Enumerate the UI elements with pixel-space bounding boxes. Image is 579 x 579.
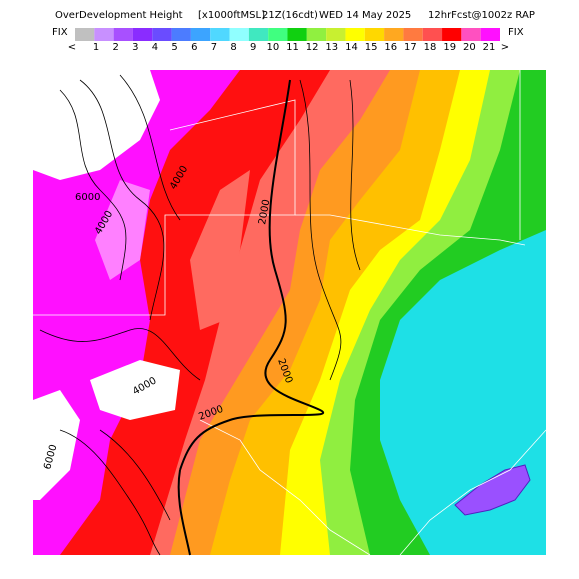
colorbar-swatch [75, 28, 95, 41]
colorbar-swatch [422, 28, 443, 41]
colorbar-label: 2 [112, 42, 118, 53]
colorbar-swatch [171, 28, 191, 41]
colorbar-swatch [364, 28, 385, 41]
colorbar-swatch [384, 28, 404, 41]
time: 21Z(16cdt) [262, 10, 318, 21]
colorbar-right: FIX [508, 27, 524, 38]
units: [x1000ftMSL] [198, 10, 265, 21]
colorbar-label: 12 [306, 42, 319, 53]
contour-label: 6000 [75, 192, 100, 203]
title: OverDevelopment Height [55, 10, 183, 21]
colorbar-label: 19 [443, 42, 456, 53]
colorbar-label: 1 [93, 42, 99, 53]
colorbar-swatch [113, 28, 133, 41]
colorbar-label: 17 [404, 42, 417, 53]
colorbar-swatch [461, 28, 481, 41]
colorbar-label: 20 [463, 42, 476, 53]
colorbar-label: 10 [266, 42, 279, 53]
colorbar-label: 14 [345, 42, 358, 53]
model: 12hrFcst@1002z RAP [428, 10, 535, 21]
colorbar-label: 18 [424, 42, 437, 53]
date: WED 14 May 2025 [319, 10, 411, 21]
colorbar-swatch [210, 28, 230, 41]
colorbar-swatch [94, 28, 114, 41]
colorbar-swatch [403, 28, 423, 41]
colorbar-swatch [480, 28, 500, 41]
colorbar-label: 7 [211, 42, 217, 53]
colorbar-swatch [268, 28, 288, 41]
colorbar-label: 4 [152, 42, 158, 53]
colorbar-label: 9 [250, 42, 256, 53]
colorbar: <1 2 3 4 5 6 7 8 9 10 11 12 13 14 15 16 17 18 19 20 21 > [68, 28, 509, 53]
colorbar-swatch [248, 28, 269, 41]
colorbar-swatch [287, 28, 307, 41]
colorbar-swatch [229, 28, 249, 41]
colorbar-label: 16 [384, 42, 397, 53]
colorbar-swatch [152, 28, 172, 41]
colorbar-label: 11 [286, 42, 299, 53]
colorbar-label: < [68, 42, 76, 53]
colorbar-swatch [345, 28, 365, 41]
colorbar-label: 3 [132, 42, 138, 53]
colorbar-swatch [190, 28, 211, 41]
map [33, 70, 547, 556]
colorbar-label: 5 [171, 42, 177, 53]
colorbar-label: 21 [483, 42, 496, 53]
colorbar-label: 6 [191, 42, 197, 53]
contour-label: 2000 [257, 199, 272, 226]
colorbar-label: > [501, 42, 509, 53]
colorbar-label: 8 [230, 42, 236, 53]
colorbar-swatch [326, 28, 346, 41]
colorbar-label: 15 [365, 42, 378, 53]
colorbar-swatch [442, 28, 462, 41]
colorbar-swatch [132, 28, 153, 41]
colorbar-label: 13 [325, 42, 338, 53]
colorbar-left: FIX [52, 27, 68, 38]
colorbar-swatch [306, 28, 327, 41]
